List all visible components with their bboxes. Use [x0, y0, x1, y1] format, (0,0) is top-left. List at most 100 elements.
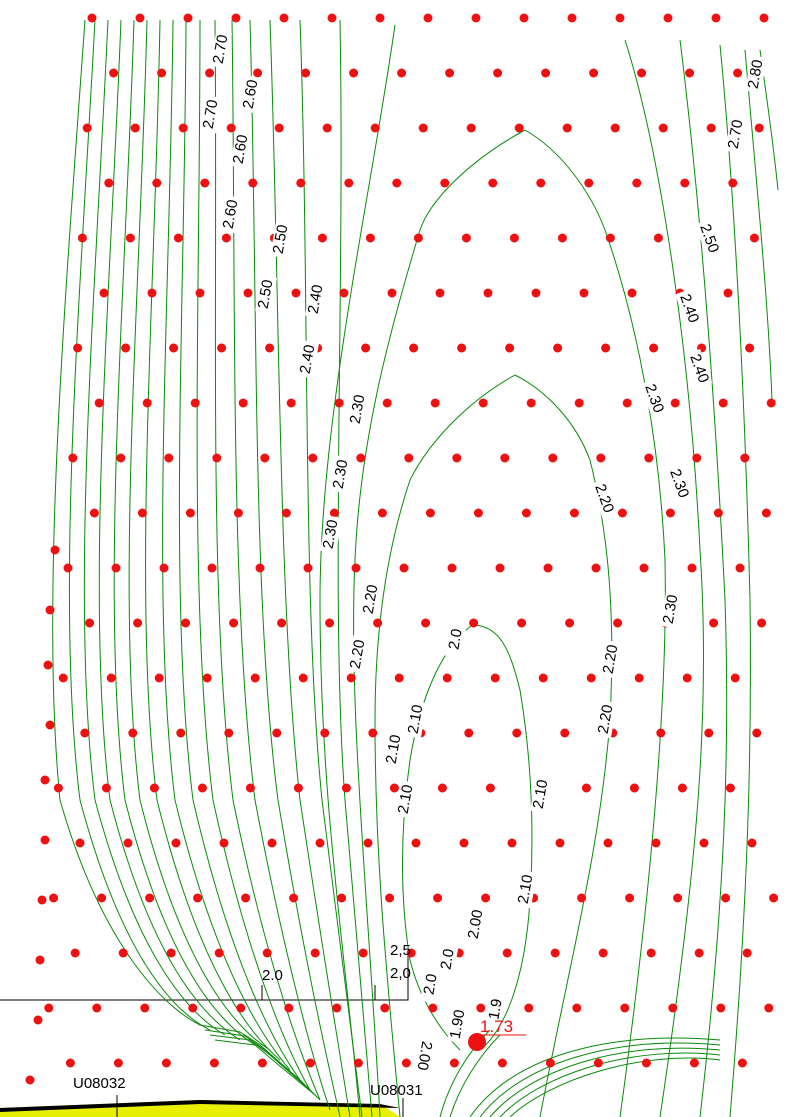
survey-point: [632, 178, 642, 188]
survey-point: [473, 508, 483, 518]
survey-point: [394, 673, 404, 683]
contour-label: 2.10: [395, 783, 417, 815]
contour-label: 2.10: [383, 733, 405, 765]
survey-point: [238, 398, 248, 408]
survey-point: [243, 288, 253, 298]
station-label-u08032: U08032: [73, 1075, 126, 1092]
survey-point: [344, 178, 354, 188]
survey-point: [584, 178, 594, 188]
survey-point: [68, 453, 78, 463]
survey-point: [505, 343, 515, 353]
survey-point: [615, 13, 625, 23]
contour-label-group: 2.20: [347, 635, 370, 674]
survey-point: [363, 838, 373, 848]
survey-point: [464, 728, 474, 738]
contour-label-group: 2.30: [665, 463, 693, 504]
survey-point: [649, 343, 659, 353]
survey-point: [737, 1058, 747, 1068]
survey-point: [560, 728, 570, 738]
survey-point: [433, 893, 443, 903]
survey-point: [260, 453, 270, 463]
survey-point: [202, 673, 212, 683]
survey-point: [517, 618, 527, 628]
survey-point: [541, 68, 551, 78]
survey-point: [716, 1003, 726, 1013]
survey-point: [651, 838, 661, 848]
survey-point: [634, 673, 644, 683]
survey-point: [514, 123, 524, 133]
survey-point: [50, 545, 60, 555]
survey-point: [298, 673, 308, 683]
survey-point: [58, 673, 68, 683]
survey-point: [699, 838, 709, 848]
contour-label: 1.90: [447, 1008, 469, 1040]
survey-point: [63, 563, 73, 573]
contour-label: 2.70: [725, 118, 747, 150]
survey-point: [469, 618, 479, 628]
contour-label: 2.0: [420, 972, 440, 995]
survey-point: [406, 948, 416, 958]
survey-point: [687, 563, 697, 573]
survey-point: [668, 1003, 678, 1013]
survey-point: [35, 955, 45, 965]
survey-point: [341, 783, 351, 793]
survey-point: [730, 673, 740, 683]
survey-point: [33, 1015, 43, 1025]
survey-point: [437, 783, 447, 793]
survey-point: [557, 233, 567, 243]
survey-point: [694, 948, 704, 958]
survey-point: [361, 343, 371, 353]
spot-height-label: 1.73: [480, 1017, 513, 1036]
survey-point: [665, 508, 675, 518]
survey-point: [308, 453, 318, 463]
contour-label: 2.0: [437, 947, 457, 970]
survey-point: [601, 343, 611, 353]
survey-point: [752, 728, 762, 738]
survey-point: [500, 453, 510, 463]
survey-point: [82, 123, 92, 133]
survey-point: [709, 618, 719, 628]
survey-point: [488, 178, 498, 188]
contour-label: 2.20: [591, 482, 617, 515]
survey-point: [356, 453, 366, 463]
survey-point: [644, 453, 654, 463]
survey-point: [322, 123, 332, 133]
survey-point: [349, 68, 359, 78]
contour-label-group: 2.20: [600, 640, 623, 679]
survey-point: [190, 398, 200, 408]
contour-label-group: 2.40: [675, 288, 703, 329]
section-mark-left: 2.0: [262, 967, 283, 984]
survey-point: [118, 948, 128, 958]
survey-point: [73, 343, 83, 353]
survey-point: [377, 508, 387, 518]
survey-point: [229, 618, 239, 628]
contour-label-group: 1.90: [447, 1005, 470, 1044]
survey-point: [581, 783, 591, 793]
survey-point: [353, 1058, 363, 1068]
survey-point: [245, 783, 255, 793]
survey-point: [502, 948, 512, 958]
survey-point: [622, 398, 632, 408]
survey-point: [75, 838, 85, 848]
survey-point: [745, 343, 755, 353]
survey-point: [565, 618, 575, 628]
survey-point: [327, 13, 337, 23]
survey-point: [629, 783, 639, 793]
survey-point: [296, 178, 306, 188]
contour-labels: 2.70 2.70 2.60 2.60 2.60 2.50 2.50 2.40 2.40 2.30…: [200, 30, 768, 1075]
survey-point: [749, 233, 759, 243]
survey-point: [221, 233, 231, 243]
spot-height-point: [468, 1033, 486, 1051]
survey-point: [769, 893, 779, 903]
contour-label-group: 2.60: [240, 75, 263, 114]
survey-point: [70, 948, 80, 958]
survey-point: [332, 1003, 342, 1013]
survey-point: [337, 893, 347, 903]
survey-point: [277, 618, 287, 628]
survey-point: [409, 343, 419, 353]
contour-label: 2.20: [347, 638, 369, 670]
survey-point: [524, 1003, 534, 1013]
contour-label-group: 2.50: [255, 275, 278, 314]
survey-point: [262, 948, 272, 958]
survey-point: [620, 1003, 630, 1013]
